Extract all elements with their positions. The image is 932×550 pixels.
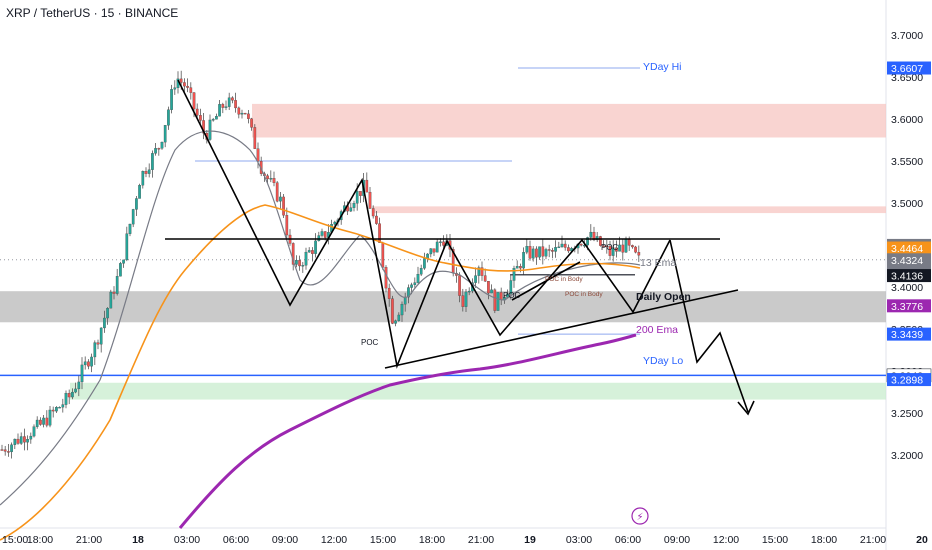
- yday-lo-tag: [887, 327, 931, 341]
- ema-50-line: [0, 204, 641, 541]
- zigzag-pattern: [177, 79, 671, 369]
- x-tick-label: 15:00: [370, 534, 396, 546]
- x-tick-label: 03:00: [174, 534, 200, 546]
- x-tick-label: 12:00: [713, 534, 739, 546]
- x-tick-label: 06:00: [223, 534, 249, 546]
- yday-hi-tag: [887, 61, 931, 75]
- yday-lo-label: YDay Lo: [643, 355, 683, 367]
- x-tick-label: 21:00: [76, 534, 102, 546]
- level-low-tag-text: 3.2898: [891, 375, 923, 387]
- ema-200-label: 200 Ema: [636, 324, 678, 336]
- chart-title: XRP / TetherUS · 15 · BINANCE: [6, 6, 179, 20]
- projection-path: [669, 239, 749, 413]
- x-tick-label: 09:00: [272, 534, 298, 546]
- yday-hi-tag-text: 3.6607: [891, 63, 923, 75]
- supply-thin: [372, 206, 886, 214]
- ema-50-tag: [887, 241, 931, 255]
- ema-200-tag: [887, 299, 931, 313]
- daily-open-tag: [887, 269, 931, 283]
- poc-in-body-label: POC in Body: [565, 291, 603, 298]
- ema-200-tag-text: 3.3776: [891, 301, 923, 313]
- x-tick-label: 18:00: [811, 534, 837, 546]
- x-tick-label: 19: [524, 534, 536, 546]
- poc-label: POC: [503, 291, 521, 300]
- supply-zone: [252, 103, 886, 138]
- x-tick-label: 09:00: [664, 534, 690, 546]
- x-tick-label: 15:00: [2, 534, 28, 546]
- x-tick-label: 21:00: [468, 534, 494, 546]
- grey-zone: [0, 291, 886, 323]
- x-tick-label: 18:00: [27, 534, 53, 546]
- x-tick-label: 03:00: [566, 534, 592, 546]
- rising-trendline: [384, 289, 739, 369]
- y-tick-label: 3.5000: [891, 198, 923, 210]
- level-low-tag: [887, 373, 931, 387]
- inner-trendline: [511, 261, 581, 301]
- y-tick-label: 3.4000: [891, 282, 923, 294]
- candles: [0, 70, 641, 459]
- poc-label: POC: [601, 243, 619, 252]
- x-tick-label: 20: [916, 534, 928, 546]
- lightning-icon[interactable]: [631, 507, 649, 525]
- y-tick-label: 3.7000: [891, 30, 923, 42]
- daily-open-tag-text: 3.4136: [891, 271, 923, 283]
- x-tick-label: 18:00: [419, 534, 445, 546]
- ema-50-tag-text: 3.4464: [891, 243, 923, 255]
- demand-zone: [70, 382, 886, 400]
- poc-label: POC: [361, 338, 379, 347]
- ema-13-label: 13 Ema: [640, 257, 676, 269]
- x-tick-label: 21:00: [860, 534, 886, 546]
- projection-arrowhead: [737, 400, 755, 416]
- ema-13-line: [0, 130, 641, 506]
- y-tick-label: 3.2500: [891, 408, 923, 420]
- yday-hi-label: YDay Hi: [643, 61, 682, 73]
- x-tick-label: 06:00: [615, 534, 641, 546]
- poc-in-body-label: POC in Body: [545, 276, 583, 283]
- x-tick-label: 15:00: [762, 534, 788, 546]
- lightning-glyph: ⚡: [636, 512, 643, 523]
- y-tick-label: 3.6000: [891, 114, 923, 126]
- ema-200-line: [178, 333, 637, 529]
- last-price-tag-text: 3.4324: [891, 255, 923, 267]
- x-tick-label: 18: [132, 534, 144, 546]
- y-tick-label: 3.5500: [891, 156, 923, 168]
- y-tick-label: 3.6500: [891, 72, 923, 84]
- yday-lo-tag-text: 3.3439: [891, 329, 923, 341]
- daily-open-label: Daily Open: [636, 291, 691, 303]
- y-tick-label: 3.2000: [891, 450, 923, 462]
- x-tick-label: 12:00: [321, 534, 347, 546]
